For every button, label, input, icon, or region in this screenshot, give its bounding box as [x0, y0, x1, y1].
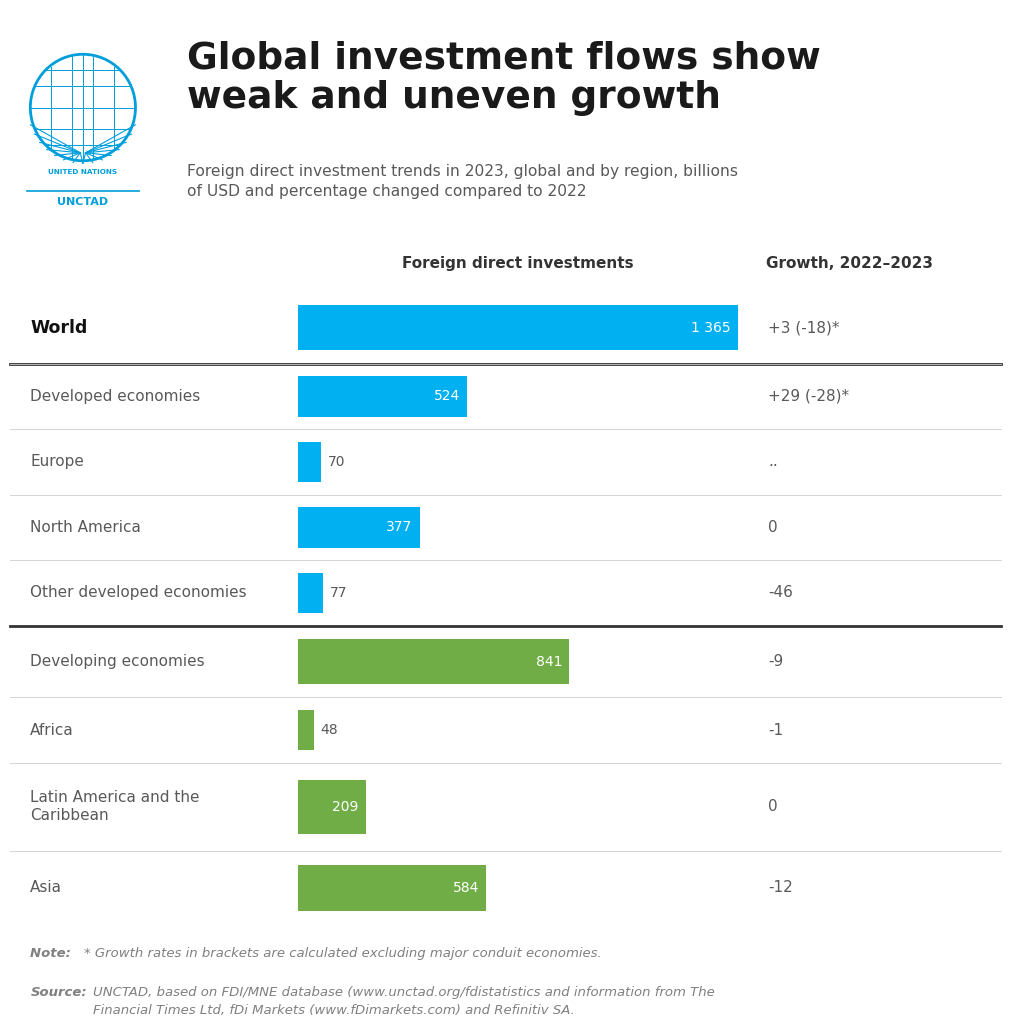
Text: 0: 0 — [768, 800, 778, 814]
Text: Asia: Asia — [30, 881, 63, 895]
Text: +3 (-18)*: +3 (-18)* — [768, 321, 840, 335]
Text: North America: North America — [30, 520, 142, 535]
Bar — [298, 779, 366, 835]
Text: Other developed economies: Other developed economies — [30, 586, 247, 600]
Text: World: World — [30, 318, 88, 337]
Text: UNCTAD, based on FDI/MNE database (www.unctad.org/fdistatistics and information : UNCTAD, based on FDI/MNE database (www.u… — [93, 986, 715, 1017]
Text: -9: -9 — [768, 654, 784, 669]
Text: 48: 48 — [320, 723, 339, 737]
Bar — [298, 305, 738, 350]
Text: -1: -1 — [768, 723, 784, 737]
Text: Note:: Note: — [30, 947, 76, 961]
Bar — [298, 572, 324, 613]
Text: Europe: Europe — [30, 455, 84, 469]
Text: Developed economies: Developed economies — [30, 389, 200, 403]
Text: 77: 77 — [331, 586, 348, 600]
Text: 377: 377 — [386, 520, 412, 535]
Text: UNCTAD: UNCTAD — [58, 197, 108, 207]
Text: Africa: Africa — [30, 723, 74, 737]
Text: 1 365: 1 365 — [692, 321, 731, 335]
Text: 70: 70 — [328, 455, 346, 469]
Text: 584: 584 — [453, 881, 479, 895]
Text: Developing economies: Developing economies — [30, 654, 205, 669]
Bar — [298, 865, 486, 910]
Text: Global investment flows show
weak and uneven growth: Global investment flows show weak and un… — [187, 41, 821, 117]
Bar — [298, 441, 320, 482]
Bar — [298, 639, 569, 684]
Text: Foreign direct investment trends in 2023, global and by region, billions
of USD : Foreign direct investment trends in 2023… — [187, 164, 738, 200]
Bar — [298, 710, 313, 751]
Text: +29 (-28)*: +29 (-28)* — [768, 389, 849, 403]
Text: ..: .. — [768, 455, 778, 469]
Text: 209: 209 — [333, 800, 359, 814]
Text: -46: -46 — [768, 586, 794, 600]
Text: 0: 0 — [768, 520, 778, 535]
Bar — [298, 376, 467, 417]
Text: -12: -12 — [768, 881, 793, 895]
Text: Growth, 2022–2023: Growth, 2022–2023 — [765, 256, 933, 271]
Text: Source:: Source: — [30, 986, 87, 999]
Text: UNITED NATIONS: UNITED NATIONS — [49, 169, 117, 175]
Bar — [298, 507, 420, 548]
Text: Foreign direct investments: Foreign direct investments — [402, 256, 634, 271]
Text: 841: 841 — [536, 654, 562, 669]
Text: Latin America and the
Caribbean: Latin America and the Caribbean — [30, 791, 200, 823]
Text: * Growth rates in brackets are calculated excluding major conduit economies.: * Growth rates in brackets are calculate… — [84, 947, 602, 961]
Text: 524: 524 — [434, 389, 460, 403]
